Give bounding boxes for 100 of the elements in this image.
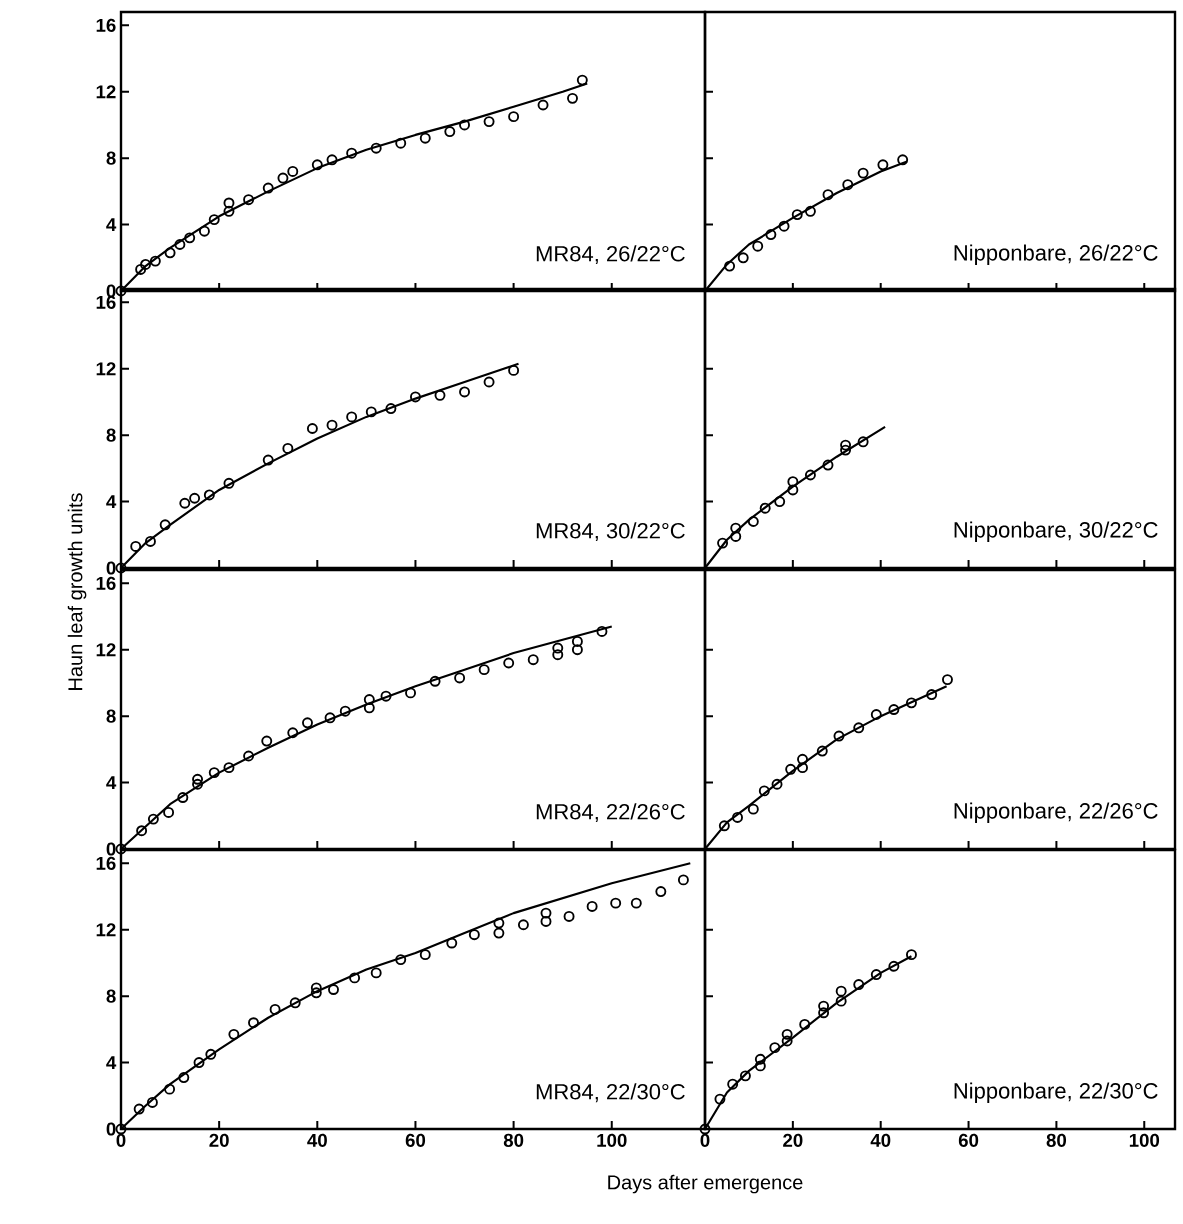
point — [737, 252, 749, 264]
point — [942, 674, 953, 686]
point — [877, 159, 889, 171]
point — [135, 263, 147, 275]
point — [159, 519, 171, 531]
point — [926, 689, 938, 701]
point — [781, 1035, 793, 1047]
point — [133, 1103, 145, 1115]
x-tick-label: 100 — [1129, 1133, 1160, 1147]
point — [774, 496, 786, 508]
point — [223, 197, 235, 209]
point — [380, 690, 392, 702]
point — [508, 111, 520, 123]
point — [365, 406, 377, 418]
point — [835, 995, 847, 1007]
x-tick-label: 0 — [700, 1133, 710, 1147]
point — [540, 915, 552, 927]
point — [146, 1096, 158, 1108]
point — [446, 937, 458, 949]
point — [778, 220, 790, 232]
annotation: MR84, 22/30°C — [536, 1083, 685, 1103]
y-tick-label: 16 — [96, 856, 116, 870]
point — [163, 807, 175, 818]
annotation: Nipponbare, 26/22°C — [954, 244, 1158, 265]
point — [115, 285, 127, 297]
point — [287, 165, 299, 177]
point — [822, 459, 834, 471]
point — [223, 762, 235, 774]
annotation: Nipponbare, 22/30°C — [954, 1082, 1158, 1103]
y-tick-label: 16 — [96, 18, 116, 32]
point — [517, 919, 529, 931]
point — [730, 522, 742, 534]
x-tick-label: 20 — [209, 1133, 229, 1147]
point — [840, 444, 852, 456]
point — [797, 753, 808, 765]
point — [799, 1018, 811, 1030]
point — [306, 423, 318, 434]
point — [346, 411, 358, 423]
point — [571, 644, 583, 656]
point — [223, 477, 235, 489]
point — [754, 1060, 766, 1072]
point — [395, 954, 407, 966]
point — [842, 179, 854, 191]
point — [205, 1048, 217, 1060]
point — [787, 484, 799, 496]
y-tick-label: 8 — [106, 428, 116, 442]
point — [262, 454, 274, 466]
point — [840, 439, 852, 451]
point — [567, 92, 578, 104]
point — [527, 654, 539, 666]
y-tick-label: 0 — [106, 1122, 116, 1136]
point — [405, 687, 417, 699]
point — [326, 419, 338, 431]
point — [370, 967, 382, 979]
point — [739, 1070, 751, 1082]
point — [791, 209, 803, 221]
point — [311, 159, 323, 171]
point — [419, 949, 431, 961]
point — [302, 717, 313, 729]
y-axis-title: Haun leaf growth units — [67, 493, 87, 690]
point — [655, 886, 667, 897]
point — [787, 476, 799, 488]
point — [328, 984, 339, 995]
x-tick-label: 40 — [307, 1133, 327, 1147]
point — [164, 1083, 176, 1095]
point — [262, 182, 274, 194]
point — [208, 767, 220, 779]
point — [537, 99, 549, 111]
point — [130, 540, 142, 552]
point — [324, 712, 336, 724]
point — [149, 255, 161, 267]
point — [444, 126, 456, 138]
point — [192, 773, 204, 785]
x-tick-label: 100 — [597, 1133, 627, 1147]
point — [905, 697, 917, 709]
point — [177, 792, 189, 803]
x-tick-label: 60 — [405, 1133, 426, 1147]
point — [752, 240, 764, 252]
point — [888, 960, 900, 972]
point — [781, 1028, 793, 1040]
point — [459, 386, 470, 398]
point — [785, 763, 797, 775]
point — [493, 917, 505, 929]
point — [164, 247, 176, 259]
point — [905, 949, 917, 961]
x-tick-label: 40 — [870, 1133, 891, 1147]
point — [870, 969, 882, 981]
point — [147, 813, 159, 825]
point — [395, 137, 407, 149]
point — [610, 897, 622, 909]
point — [759, 502, 771, 514]
point — [818, 1000, 830, 1012]
point — [571, 635, 583, 647]
point — [804, 205, 816, 217]
point — [857, 436, 869, 448]
point — [434, 389, 446, 401]
point — [816, 745, 828, 757]
point — [198, 225, 210, 237]
point — [136, 825, 148, 837]
y-tick-label: 8 — [106, 709, 116, 723]
